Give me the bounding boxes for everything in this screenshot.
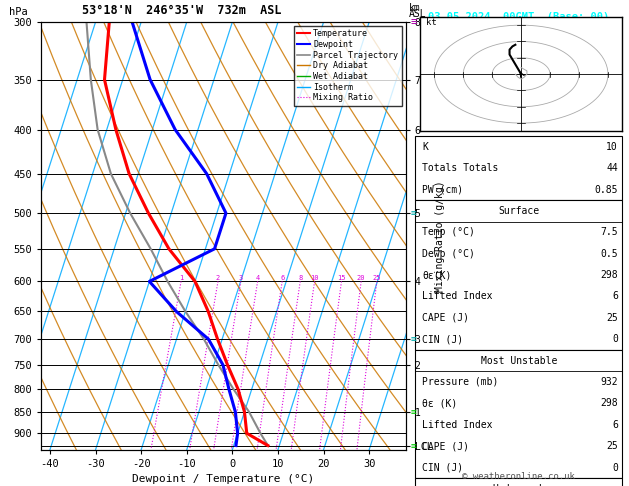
Text: 0: 0 (612, 334, 618, 344)
Text: 298: 298 (600, 270, 618, 280)
Text: 4: 4 (255, 276, 260, 281)
Text: ≡: ≡ (411, 208, 416, 218)
Text: Lifted Index: Lifted Index (422, 292, 493, 301)
Text: Surface: Surface (498, 206, 540, 216)
Text: CIN (J): CIN (J) (422, 334, 463, 344)
Text: 25: 25 (606, 441, 618, 451)
Text: kt: kt (426, 18, 437, 27)
Text: 0.5: 0.5 (600, 249, 618, 259)
Text: 6: 6 (612, 292, 618, 301)
Text: 6: 6 (280, 276, 284, 281)
Text: ASL: ASL (409, 9, 426, 19)
Text: Most Unstable: Most Unstable (481, 356, 557, 365)
Legend: Temperature, Dewpoint, Parcel Trajectory, Dry Adiabat, Wet Adiabat, Isotherm, Mi: Temperature, Dewpoint, Parcel Trajectory… (294, 26, 401, 105)
Text: PW (cm): PW (cm) (422, 185, 463, 194)
Text: 44: 44 (606, 163, 618, 173)
Text: Lifted Index: Lifted Index (422, 420, 493, 430)
X-axis label: Dewpoint / Temperature (°C): Dewpoint / Temperature (°C) (132, 474, 314, 484)
Text: 15: 15 (337, 276, 346, 281)
Text: CIN (J): CIN (J) (422, 463, 463, 472)
Text: ≡: ≡ (411, 334, 416, 344)
Text: Temp (°C): Temp (°C) (422, 227, 475, 237)
Bar (416, 200, 623, 350)
Text: Totals Totals: Totals Totals (422, 163, 498, 173)
Text: Pressure (mb): Pressure (mb) (422, 377, 498, 387)
Text: 0: 0 (612, 463, 618, 472)
Text: 25: 25 (606, 313, 618, 323)
Text: Dewp (°C): Dewp (°C) (422, 249, 475, 259)
Text: 2: 2 (216, 276, 220, 281)
Text: 20: 20 (357, 276, 365, 281)
Text: ≡: ≡ (411, 17, 418, 27)
Text: CAPE (J): CAPE (J) (422, 441, 469, 451)
Text: CAPE (J): CAPE (J) (422, 313, 469, 323)
Text: Hodograph: Hodograph (493, 484, 545, 486)
Text: 3: 3 (239, 276, 243, 281)
Text: θε (K): θε (K) (422, 399, 457, 408)
Text: 7.5: 7.5 (600, 227, 618, 237)
Text: 1: 1 (179, 276, 183, 281)
Bar (416, 478, 623, 486)
Text: 10: 10 (310, 276, 319, 281)
Text: K: K (422, 142, 428, 152)
Text: 6: 6 (612, 420, 618, 430)
Text: 53°18'N  246°35'W  732m  ASL: 53°18'N 246°35'W 732m ASL (82, 4, 281, 17)
Text: ≡: ≡ (411, 407, 416, 417)
Text: ≡: ≡ (411, 440, 416, 451)
Text: θε(K): θε(K) (422, 270, 452, 280)
Text: 932: 932 (600, 377, 618, 387)
Text: km: km (409, 3, 421, 13)
Text: 25: 25 (372, 276, 381, 281)
Bar (416, 350, 623, 478)
Text: 298: 298 (600, 399, 618, 408)
Text: hPa: hPa (9, 7, 28, 17)
Text: 0.85: 0.85 (594, 185, 618, 194)
Text: 8: 8 (298, 276, 303, 281)
Y-axis label: Mixing Ratio (g/kg): Mixing Ratio (g/kg) (435, 180, 445, 292)
Text: 03.05.2024  00GMT  (Base: 00): 03.05.2024 00GMT (Base: 00) (428, 12, 610, 22)
Text: © weatheronline.co.uk: © weatheronline.co.uk (462, 472, 576, 481)
Text: 10: 10 (606, 142, 618, 152)
Bar (416, 136, 623, 200)
